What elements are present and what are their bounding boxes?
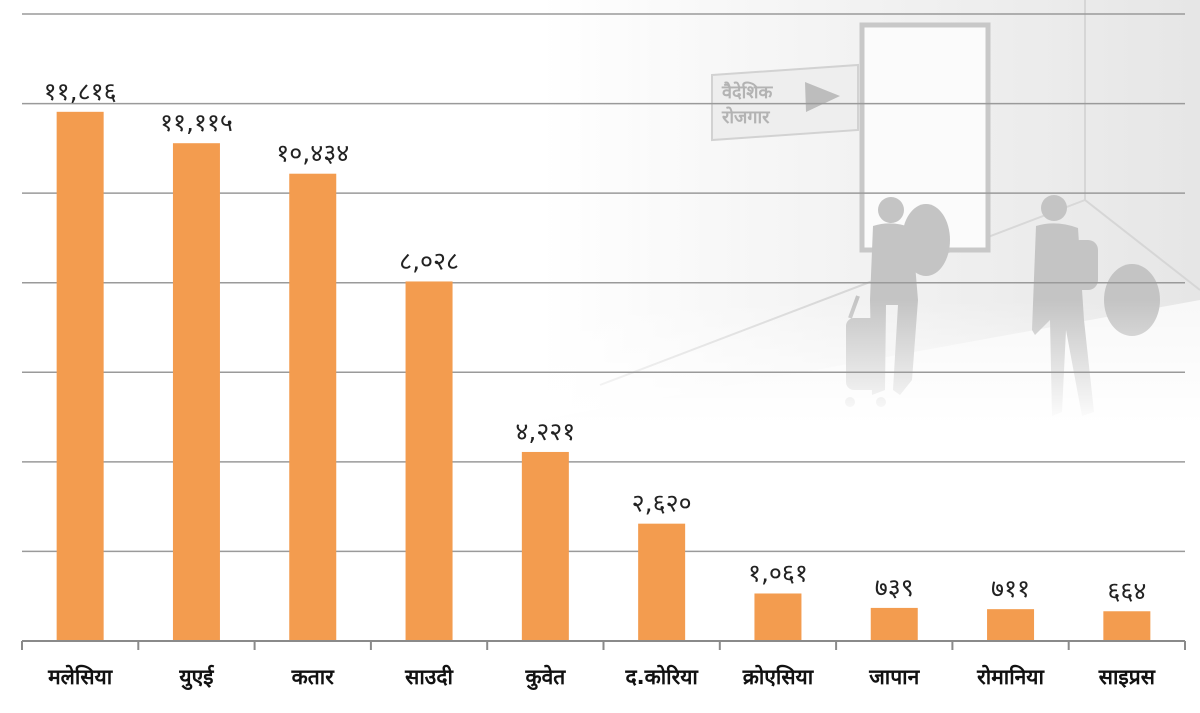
- x-tick-label: द.कोरिया: [624, 664, 699, 689]
- x-tick-label: जापान: [868, 665, 920, 689]
- data-label: ११,८१६: [44, 77, 117, 106]
- x-axis: [21, 640, 1186, 650]
- data-label: १,०६१: [748, 558, 808, 587]
- x-tick-label: साउदी: [404, 664, 454, 689]
- bar: [987, 609, 1035, 641]
- bar: [172, 143, 220, 641]
- x-tick-label: युएई: [178, 664, 214, 691]
- background-illustration: वैदेशिक रोजगार: [540, 0, 1200, 425]
- bar: [56, 111, 104, 641]
- sign-line-2: रोजगार: [721, 106, 770, 128]
- value-labels: ११,८१६ ११,११५ १०,४३४ ८,०२८ ४,२२१ २,६२० १,०६१ ७३…: [44, 77, 1147, 605]
- data-label: १०,४३४: [276, 139, 349, 168]
- sign-board: वैदेशिक रोजगार: [711, 63, 859, 142]
- bar: [289, 173, 337, 641]
- data-label: ४,२२१: [515, 417, 575, 446]
- category-labels: मलेसिया युएई कतार साउदी कुवेत द.कोरिया क्रोएसि…: [47, 664, 1156, 691]
- x-tick-label: क्रोएसिया: [742, 664, 815, 689]
- bar: [405, 281, 453, 641]
- x-tick-label: कुवेत: [524, 664, 566, 691]
- bar: [754, 593, 802, 641]
- bar: [1103, 611, 1151, 641]
- data-label: ७३९: [875, 573, 914, 602]
- x-tick-label: कतार: [291, 665, 336, 689]
- bar: [638, 523, 686, 641]
- bars: [56, 111, 1151, 641]
- bar: [870, 607, 918, 641]
- data-label: ८,०२८: [399, 246, 459, 275]
- data-label: २,६२०: [632, 489, 692, 518]
- x-tick-label: रोमानिया: [976, 664, 1045, 689]
- x-tick-label: साइप्रस: [1098, 665, 1156, 689]
- x-tick-label: मलेसिया: [47, 664, 114, 689]
- sign-line-1: वैदेशिक: [721, 81, 773, 103]
- bar: [521, 451, 569, 641]
- data-label: ११,११५: [160, 108, 233, 137]
- data-label: ६६४: [1107, 576, 1146, 605]
- data-label: ७११: [991, 574, 1030, 603]
